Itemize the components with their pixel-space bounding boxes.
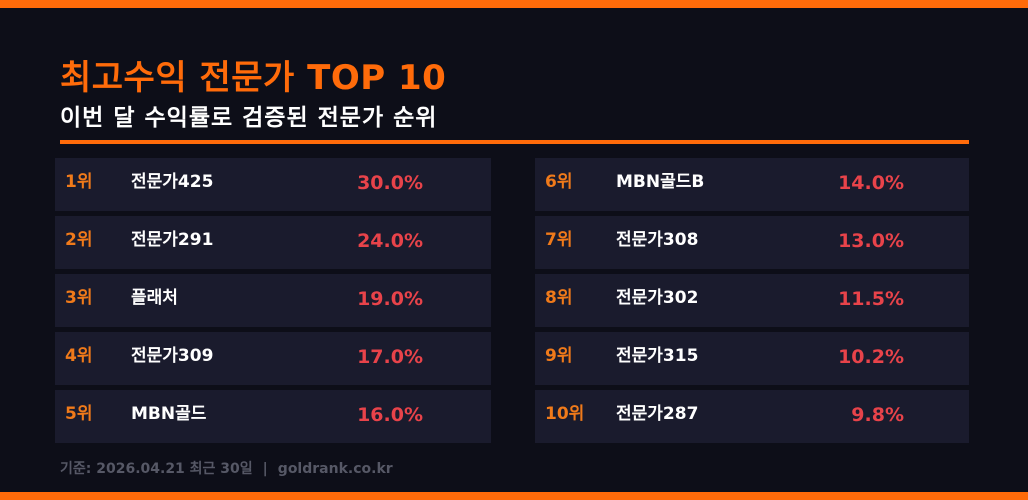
rank-label: 1위 <box>65 172 93 192</box>
ranking-row: 4위 전문가309 17.0% <box>55 332 491 385</box>
expert-name: 전문가309 <box>131 346 214 366</box>
ranking-row: 6위 MBN골드B 14.0% <box>535 158 969 211</box>
ranking-row: 7위 전문가308 13.0% <box>535 216 969 269</box>
return-percent: 30.0% <box>357 172 423 194</box>
ranking-row: 1위 전문가425 30.0% <box>55 158 491 211</box>
bottom-accent-bar <box>0 492 1028 500</box>
ranking-row: 9위 전문가315 10.2% <box>535 332 969 385</box>
rank-label: 3위 <box>65 288 93 308</box>
ranking-row: 8위 전문가302 11.5% <box>535 274 969 327</box>
return-percent: 19.0% <box>357 288 423 310</box>
site-url: goldrank.co.kr <box>277 461 393 477</box>
expert-name: 전문가308 <box>616 230 699 250</box>
expert-name: MBN골드 <box>131 404 207 424</box>
expert-name: 전문가291 <box>131 230 214 250</box>
rank-label: 6위 <box>545 172 573 192</box>
ranking-row: 10위 전문가287 9.8% <box>535 390 969 443</box>
basis-date: 기준: 2026.04.21 최근 30일 <box>60 461 253 477</box>
expert-name: 전문가315 <box>616 346 699 366</box>
return-percent: 14.0% <box>838 172 904 194</box>
expert-name: 전문가287 <box>616 404 699 424</box>
return-percent: 10.2% <box>838 346 904 368</box>
rank-label: 4위 <box>65 346 93 366</box>
title-underline <box>60 140 969 144</box>
rank-label: 8위 <box>545 288 573 308</box>
return-percent: 24.0% <box>357 230 423 252</box>
return-percent: 9.8% <box>851 404 904 426</box>
expert-name: 전문가425 <box>131 172 214 192</box>
ranking-row: 2위 전문가291 24.0% <box>55 216 491 269</box>
expert-name: 전문가302 <box>616 288 699 308</box>
rank-label: 10위 <box>545 404 585 424</box>
ranking-column-left: 1위 전문가425 30.0% 2위 전문가291 24.0% 3위 플래처 1… <box>55 158 491 448</box>
return-percent: 11.5% <box>838 288 904 310</box>
expert-name: MBN골드B <box>616 172 705 192</box>
return-percent: 13.0% <box>838 230 904 252</box>
ranking-row: 3위 플래처 19.0% <box>55 274 491 327</box>
page-subtitle: 이번 달 수익률로 검증된 전문가 순위 <box>60 105 438 131</box>
rank-label: 2위 <box>65 230 93 250</box>
return-percent: 16.0% <box>357 404 423 426</box>
page-title: 최고수익 전문가 TOP 10 <box>60 58 447 98</box>
return-percent: 17.0% <box>357 346 423 368</box>
rank-label: 5위 <box>65 404 93 424</box>
top-accent-bar <box>0 0 1028 8</box>
ranking-row: 5위 MBN골드 16.0% <box>55 390 491 443</box>
footer-note: 기준: 2026.04.21 최근 30일 | goldrank.co.kr <box>60 459 393 479</box>
ranking-column-right: 6위 MBN골드B 14.0% 7위 전문가308 13.0% 8위 전문가30… <box>535 158 969 448</box>
rank-label: 7위 <box>545 230 573 250</box>
rank-label: 9위 <box>545 346 573 366</box>
expert-name: 플래처 <box>131 288 178 308</box>
footer-separator: | <box>262 461 268 477</box>
